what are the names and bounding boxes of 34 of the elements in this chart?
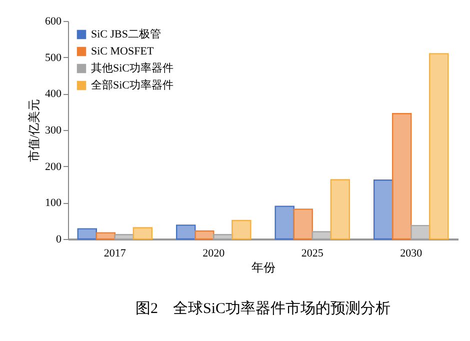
bar <box>330 179 350 240</box>
x-tick-label: 2017 <box>104 248 126 260</box>
y-tick-label: 600 <box>45 16 62 28</box>
y-tick-label: 200 <box>45 160 62 173</box>
bar <box>232 220 252 240</box>
bar <box>96 232 116 240</box>
legend-label: 其他SiC功率器件 <box>91 62 174 74</box>
bar <box>114 234 134 240</box>
y-tick-label: 0 <box>56 234 62 246</box>
y-tick-label: 500 <box>45 52 62 64</box>
bar <box>194 230 214 240</box>
bar <box>77 228 97 240</box>
bar <box>392 113 412 240</box>
bar <box>429 53 449 240</box>
bar <box>176 224 196 240</box>
y-tick-label: 300 <box>45 124 62 136</box>
x-tick-label: 2030 <box>400 248 423 260</box>
x-axis-title: 年份 <box>252 260 276 274</box>
legend-label: 全部SiC功率器件 <box>91 78 174 92</box>
bar <box>373 180 394 240</box>
y-axis-title: 市值/亿美元 <box>27 98 41 162</box>
x-tick-label: 2025 <box>301 248 324 260</box>
y-tick-label: 100 <box>45 197 62 210</box>
bar <box>274 206 294 240</box>
bar <box>410 224 430 240</box>
bar <box>132 227 153 240</box>
y-tick-label: 400 <box>45 88 62 100</box>
legend-label: SiC JBS二极管 <box>91 28 161 40</box>
bar <box>293 208 313 240</box>
text: 图2 全球SiC功率器件市场的预测分析 <box>135 300 391 317</box>
legend-label: SiC MOSFET <box>91 46 154 58</box>
bar <box>312 231 332 240</box>
bar <box>213 234 233 240</box>
x-tick-label: 2020 <box>202 248 226 260</box>
